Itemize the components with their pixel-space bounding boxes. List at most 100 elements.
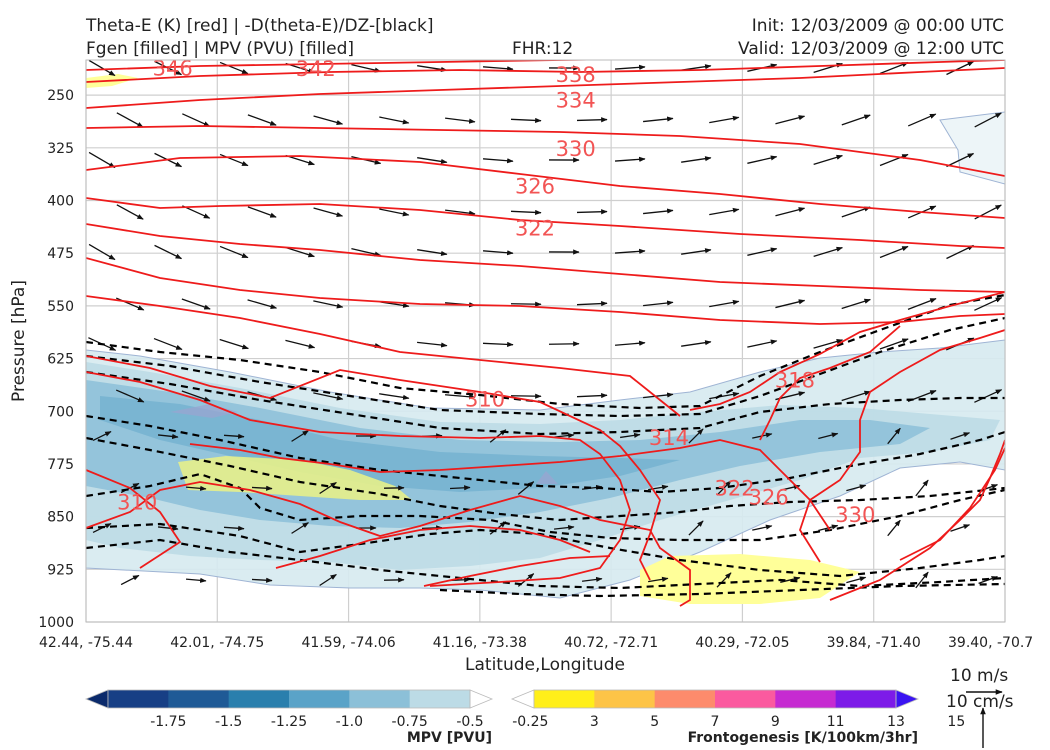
- fgen-colorbar-tick: 13: [887, 714, 905, 730]
- wind-vector: [688, 428, 704, 444]
- x-tick-label: 41.59, -74.06: [302, 635, 396, 651]
- wind-vector: [449, 485, 471, 491]
- wind-key-top-label: 10 m/s: [950, 666, 1008, 686]
- wind-vector: [482, 66, 514, 72]
- wind-vector: [251, 577, 273, 583]
- fgen-region-bottom: [640, 554, 860, 604]
- wind-vector: [154, 244, 183, 260]
- wind-vector: [510, 301, 542, 307]
- fgen-colorbar-segment: [835, 690, 897, 708]
- wind-vector: [510, 117, 542, 124]
- wind-vector: [482, 250, 514, 256]
- stability-contour: [86, 472, 1005, 542]
- wind-vector: [775, 207, 806, 217]
- wind-vector: [620, 432, 641, 439]
- wind-vector: [88, 60, 116, 77]
- theta-e-contour: [899, 447, 1005, 561]
- y-tick-label: 925: [47, 562, 74, 578]
- wind-vector: [688, 520, 704, 536]
- wind-key: 10 m/s 10 cm/s: [946, 666, 1014, 748]
- theta-e-contour-label: 310: [465, 387, 505, 411]
- theta-e-contour: [759, 325, 901, 441]
- x-tick-label: 39.40, -70.7: [948, 635, 1033, 651]
- theta-e-contour: [829, 439, 1005, 601]
- fgen-colorbar-tick: 11: [827, 714, 845, 730]
- mpv-colorbar-segment: [289, 690, 350, 708]
- theta-e-contour: [86, 60, 624, 71]
- wind-vector: [846, 484, 867, 492]
- wind-vector: [818, 432, 839, 440]
- stability-contour: [86, 370, 1005, 436]
- wind-vector: [223, 433, 245, 439]
- wind-vector: [915, 479, 929, 497]
- wind-vector: [747, 155, 778, 164]
- theta-e-contour: [86, 355, 661, 581]
- theta-e-contour-labels: 346 342 3383343303263223103143183223263303…: [117, 60, 875, 527]
- valid-time: Valid: 12/03/2009 @ 12:00 UTC: [738, 39, 1004, 59]
- fgen-colorbar-tick: 5: [650, 714, 659, 730]
- y-tick-label: 775: [47, 457, 74, 473]
- wind-vector: [417, 249, 448, 256]
- y-tick-label: 550: [47, 299, 74, 315]
- wind-vector: [841, 206, 871, 218]
- wind-vector: [648, 484, 669, 491]
- wind-vector: [219, 153, 249, 167]
- mpv-colorbar-label: MPV [PVU]: [407, 730, 492, 746]
- wind-vector: [581, 576, 603, 583]
- wind-vector: [219, 61, 249, 75]
- mpv-colorbar-segment: [228, 690, 290, 708]
- theta-e-contour-label: 322: [515, 217, 555, 241]
- mpv-colorbar-segment: [409, 690, 471, 708]
- theta-e-contours: [86, 60, 1005, 607]
- plot-frame: [85, 59, 1006, 623]
- wind-key-bottom-label: 10 cm/s: [946, 692, 1014, 712]
- wind-vector: [153, 337, 183, 351]
- wind-vector: [841, 114, 871, 126]
- forecast-hour: FHR:12: [512, 39, 573, 59]
- theta-e-contour-label: 334: [556, 89, 596, 113]
- wind-vector: [974, 112, 1002, 128]
- wind-vector: [643, 116, 674, 123]
- wind-vector: [907, 113, 937, 127]
- fgen-colorbar-segment: [534, 690, 595, 708]
- wind-vector: [351, 63, 382, 73]
- wind-vector: [291, 522, 309, 534]
- x-tick-label: 42.44, -75.44: [39, 635, 133, 651]
- wind-vector: [247, 114, 277, 126]
- wind-vector: [879, 245, 909, 259]
- mpv-colorbar-tick: -1.0: [336, 714, 363, 730]
- title-left-line1: Theta-E (K) [red] | -D(theta-E)/DZ-[blac…: [85, 16, 434, 36]
- wind-vector: [907, 297, 937, 311]
- y-tick-label: 325: [47, 141, 74, 157]
- fgen-colorbar-arrow-right: [895, 689, 920, 709]
- theta-e-contour: [86, 371, 631, 587]
- wind-vector: [775, 115, 806, 125]
- theta-e-contour: [189, 439, 831, 531]
- stability-contour: [86, 293, 1005, 410]
- wind-vector: [974, 297, 1003, 311]
- theta-e-contour: [423, 555, 611, 587]
- wind-vector: [576, 392, 608, 399]
- wind-vector: [709, 391, 740, 400]
- mpv-colorbar-tick: -1.5: [215, 714, 242, 730]
- wind-vector: [181, 298, 211, 310]
- wind-vector: [846, 576, 867, 584]
- wind-vector: [915, 571, 929, 589]
- theta-e-contour: [86, 481, 691, 607]
- mpv-colorbar-segment: [349, 690, 411, 708]
- mpv-colorbar-tick: -1.25: [271, 714, 307, 730]
- wind-vector: [648, 576, 669, 583]
- fgen-colorbar-tick: 3: [590, 714, 599, 730]
- theta-e-contour-label: 318: [775, 368, 815, 392]
- wind-vector: [185, 577, 207, 583]
- wind-vector: [752, 524, 773, 531]
- y-tick-label: 400: [47, 194, 74, 210]
- wind-vector: [709, 207, 740, 216]
- wind-vector: [887, 519, 901, 537]
- wind-vector: [716, 572, 732, 588]
- wind-vector: [716, 480, 732, 496]
- frontogenesis-colorbar-label: Frontogenesis [K/100km/3hr]: [688, 730, 918, 746]
- wind-vector: [88, 243, 116, 261]
- theta-e-contour: [689, 291, 1005, 411]
- wind-vector: [553, 524, 575, 531]
